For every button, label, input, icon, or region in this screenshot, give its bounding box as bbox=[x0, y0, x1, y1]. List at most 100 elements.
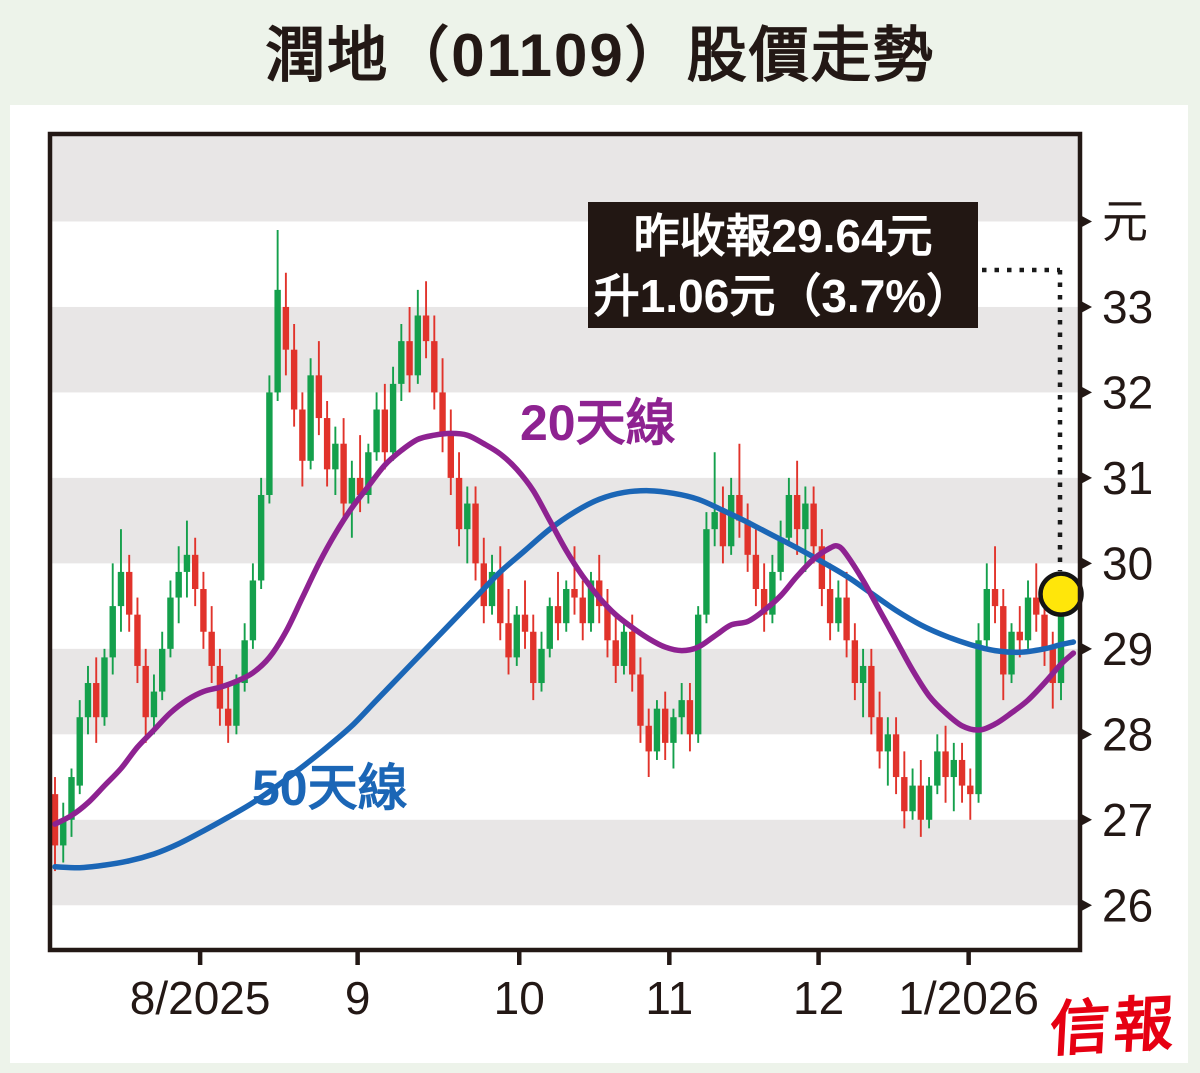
candle-body-down bbox=[917, 785, 925, 820]
candle-body-up bbox=[101, 657, 108, 718]
candle-body-up bbox=[538, 648, 545, 684]
plot-border bbox=[47, 131, 1083, 953]
candle-body-down bbox=[521, 614, 529, 632]
candle-body-up bbox=[711, 512, 718, 530]
candle-body-up bbox=[60, 819, 67, 846]
candle-body-up bbox=[68, 777, 75, 820]
candle-body-down bbox=[958, 759, 966, 786]
candle-body-up bbox=[727, 494, 735, 547]
x-axis-tick-label: 9 bbox=[345, 972, 371, 1024]
y-tick-arrow bbox=[1079, 299, 1092, 314]
candle-body-down bbox=[645, 725, 652, 752]
candle-body-up bbox=[389, 383, 397, 453]
candle-body-down bbox=[744, 520, 751, 555]
candle-body-down bbox=[604, 606, 611, 641]
candle-body-down bbox=[868, 665, 875, 718]
candle-body-up bbox=[332, 443, 339, 470]
x-axis-tick-label: 8/2025 bbox=[130, 972, 271, 1024]
candle-body-up bbox=[769, 571, 776, 615]
candle-body-up bbox=[266, 392, 273, 495]
last-close-callout: 昨收報29.64元 升1.06元（3.7%） bbox=[588, 202, 978, 328]
candle-body-up bbox=[785, 494, 793, 538]
candle-body-up bbox=[975, 640, 982, 795]
ma50-line bbox=[52, 487, 1077, 871]
candle-body-down bbox=[290, 349, 298, 410]
candle-body-up bbox=[678, 700, 685, 718]
candle-body-down bbox=[661, 708, 669, 743]
candle-body-up bbox=[233, 683, 240, 726]
candle-body-up bbox=[620, 631, 628, 666]
candle-body-down bbox=[439, 392, 446, 436]
candle-body-down bbox=[719, 512, 727, 547]
candle-body-down bbox=[406, 341, 413, 376]
candle-body-down bbox=[340, 443, 347, 504]
y-tick-arrow bbox=[1079, 641, 1092, 656]
candle-body-down bbox=[200, 589, 207, 632]
candle-body-down bbox=[52, 794, 59, 846]
candle-body-up bbox=[76, 717, 83, 786]
x-axis-tick-label: 10 bbox=[494, 972, 545, 1024]
stripe-band bbox=[52, 819, 1078, 906]
candle-body-up bbox=[587, 580, 595, 624]
hkej-logo: 信報 bbox=[1048, 990, 1180, 1064]
candle-body-down bbox=[571, 589, 578, 598]
candle-body-up bbox=[464, 503, 471, 530]
candle-body-up bbox=[835, 597, 842, 624]
candle-body-up bbox=[777, 537, 784, 572]
y-axis-tick-label: 26 bbox=[1102, 879, 1153, 931]
candle-body-down bbox=[299, 409, 306, 461]
candle-body-up bbox=[257, 494, 265, 581]
y-axis-tick-label: 33 bbox=[1102, 281, 1153, 333]
candle-body-down bbox=[455, 477, 463, 530]
candle-body-down bbox=[356, 477, 364, 495]
candle-body-down bbox=[892, 734, 900, 778]
candle-body-down bbox=[381, 409, 389, 453]
y-tick-arrow bbox=[1079, 812, 1092, 827]
candle-body-up bbox=[365, 452, 372, 495]
candle-body-down bbox=[752, 554, 760, 590]
candle-body-up bbox=[950, 759, 958, 778]
y-axis-tick-label: 28 bbox=[1102, 708, 1153, 760]
candle-body-down bbox=[818, 546, 826, 590]
candle-body-up bbox=[1024, 597, 1032, 641]
candle-body-down bbox=[876, 717, 883, 752]
candle-body-down bbox=[142, 665, 149, 718]
candle-body-down bbox=[134, 614, 141, 666]
candle-body-up bbox=[414, 315, 422, 376]
y-axis-tick-label: 27 bbox=[1102, 794, 1153, 846]
candle-body-down bbox=[901, 777, 908, 812]
candle-body-down bbox=[224, 708, 232, 726]
candle-body-down bbox=[686, 700, 694, 735]
candle-body-down bbox=[851, 640, 859, 684]
candle-body-up bbox=[670, 717, 677, 743]
candle-body-up bbox=[563, 589, 570, 624]
candle-body-down bbox=[497, 571, 504, 624]
candle-body-down bbox=[843, 597, 850, 641]
candle-body-up bbox=[109, 606, 116, 658]
candle-body-up bbox=[546, 606, 553, 649]
candle-body-down bbox=[1000, 606, 1007, 675]
candle-body-up bbox=[307, 375, 314, 461]
last-close-line1: 昨收報29.64元 bbox=[633, 210, 933, 262]
candle-body-down bbox=[810, 503, 817, 547]
candle-body-down bbox=[282, 306, 290, 350]
candle-body-down bbox=[1041, 614, 1048, 649]
candle-body-down bbox=[422, 315, 430, 342]
candle-body-down bbox=[505, 623, 512, 658]
candle-body-down bbox=[612, 640, 619, 666]
candle-body-down bbox=[629, 631, 636, 675]
y-tick-arrow bbox=[1079, 898, 1092, 913]
candle-body-down bbox=[447, 435, 455, 478]
candle-body-down bbox=[480, 563, 487, 607]
candle-body-up bbox=[802, 503, 809, 530]
candle-body-up bbox=[249, 580, 257, 641]
candle-body-down bbox=[431, 341, 438, 393]
candle-body-up bbox=[183, 554, 191, 572]
candle-body-down bbox=[1033, 597, 1040, 615]
latest-point-highlight bbox=[1038, 571, 1084, 617]
candle-body-down bbox=[1049, 648, 1056, 684]
candle-body-down bbox=[93, 683, 100, 718]
candle-body-up bbox=[117, 571, 125, 607]
